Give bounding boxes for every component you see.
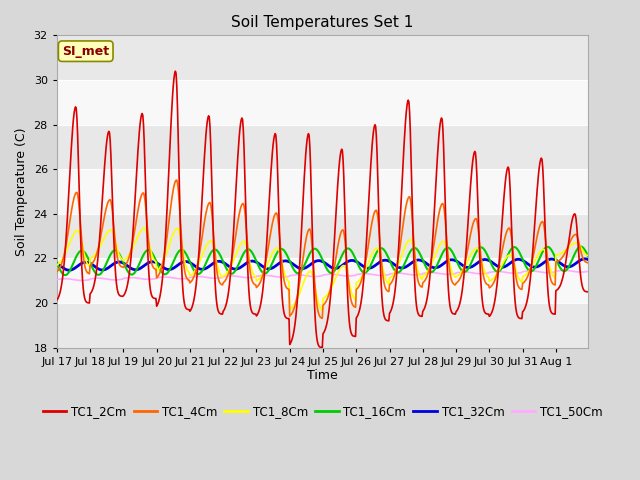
Text: SI_met: SI_met xyxy=(62,45,109,58)
TC1_32Cm xyxy=(240,262,248,268)
TC1_32Cm xyxy=(581,256,589,262)
TC1_50Cm xyxy=(408,272,415,277)
TC1_8Cm xyxy=(319,308,326,313)
Bar xyxy=(57,214,588,258)
Bar xyxy=(57,169,588,214)
TC1_16Cm xyxy=(214,248,221,254)
TC1_8Cm xyxy=(379,264,387,270)
TC1_8Cm xyxy=(584,253,592,259)
TC1_8Cm xyxy=(260,269,268,275)
TC1_4Cm xyxy=(319,315,326,321)
Line: TC1_4Cm: TC1_4Cm xyxy=(57,180,588,318)
TC1_32Cm xyxy=(408,260,415,266)
TC1_32Cm xyxy=(53,261,61,266)
TC1_32Cm xyxy=(214,259,221,264)
TC1_50Cm xyxy=(260,273,268,278)
TC1_16Cm xyxy=(378,245,386,251)
X-axis label: Time: Time xyxy=(307,370,338,383)
TC1_8Cm xyxy=(214,264,221,270)
TC1_2Cm xyxy=(115,292,123,298)
Bar xyxy=(57,258,588,303)
TC1_16Cm xyxy=(408,247,415,252)
TC1_4Cm xyxy=(260,267,268,273)
Bar xyxy=(57,124,588,169)
Bar xyxy=(57,303,588,348)
TC1_32Cm xyxy=(65,267,73,273)
TC1_50Cm xyxy=(116,276,124,282)
TC1_8Cm xyxy=(408,240,416,246)
Line: TC1_16Cm: TC1_16Cm xyxy=(57,247,588,275)
TC1_4Cm xyxy=(214,273,221,278)
TC1_2Cm xyxy=(408,208,416,214)
TC1_4Cm xyxy=(379,270,387,276)
TC1_32Cm xyxy=(378,258,386,264)
Line: TC1_2Cm: TC1_2Cm xyxy=(57,71,588,348)
TC1_2Cm xyxy=(214,306,221,312)
Line: TC1_32Cm: TC1_32Cm xyxy=(57,259,588,270)
TC1_32Cm xyxy=(116,259,124,265)
TC1_4Cm xyxy=(408,218,416,224)
Title: Soil Temperatures Set 1: Soil Temperatures Set 1 xyxy=(232,15,414,30)
TC1_50Cm xyxy=(240,275,248,280)
Bar xyxy=(57,36,588,80)
TC1_16Cm xyxy=(584,254,592,260)
TC1_16Cm xyxy=(240,250,248,256)
Line: TC1_8Cm: TC1_8Cm xyxy=(57,228,588,311)
TC1_16Cm xyxy=(116,252,124,258)
TC1_2Cm xyxy=(319,345,326,350)
TC1_32Cm xyxy=(584,257,592,263)
TC1_16Cm xyxy=(260,271,268,276)
TC1_50Cm xyxy=(378,273,386,278)
TC1_4Cm xyxy=(115,261,123,267)
TC1_2Cm xyxy=(584,289,592,295)
TC1_32Cm xyxy=(260,264,268,270)
TC1_8Cm xyxy=(140,225,148,231)
TC1_50Cm xyxy=(53,276,61,282)
Bar xyxy=(57,80,588,124)
TC1_16Cm xyxy=(61,272,69,278)
TC1_2Cm xyxy=(260,275,268,281)
TC1_2Cm xyxy=(379,303,387,309)
TC1_8Cm xyxy=(240,239,248,244)
TC1_4Cm xyxy=(584,260,592,265)
TC1_16Cm xyxy=(577,244,585,250)
TC1_50Cm xyxy=(214,275,221,281)
Line: TC1_50Cm: TC1_50Cm xyxy=(57,270,588,280)
TC1_4Cm xyxy=(240,203,248,208)
TC1_8Cm xyxy=(53,262,61,268)
TC1_50Cm xyxy=(78,277,86,283)
TC1_2Cm xyxy=(240,144,248,149)
Y-axis label: Soil Temperature (C): Soil Temperature (C) xyxy=(15,127,28,256)
TC1_50Cm xyxy=(561,267,568,273)
Legend: TC1_2Cm, TC1_4Cm, TC1_8Cm, TC1_16Cm, TC1_32Cm, TC1_50Cm: TC1_2Cm, TC1_4Cm, TC1_8Cm, TC1_16Cm, TC1… xyxy=(38,400,607,423)
TC1_4Cm xyxy=(53,269,61,275)
TC1_16Cm xyxy=(53,260,61,266)
TC1_4Cm xyxy=(173,177,180,183)
TC1_50Cm xyxy=(584,268,592,274)
TC1_8Cm xyxy=(115,252,123,258)
TC1_2Cm xyxy=(53,297,61,303)
TC1_2Cm xyxy=(172,68,179,74)
